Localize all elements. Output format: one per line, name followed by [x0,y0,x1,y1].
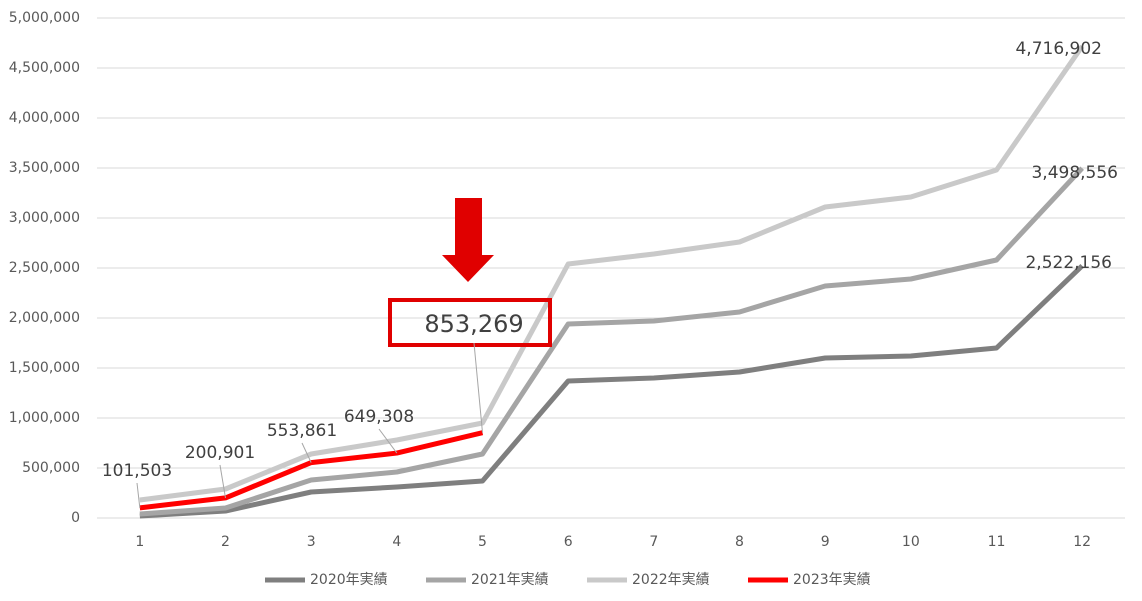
data-label: 3,498,556 [1031,163,1118,183]
x-tick-label: 7 [649,534,658,550]
legend-label: 2023年実績 [793,572,871,588]
series-line [139,430,484,511]
series-line [139,166,1084,517]
y-tick-label: 4,500,000 [9,60,80,76]
x-tick-label: 9 [821,534,830,550]
x-tick-label: 11 [988,534,1006,550]
y-tick-label: 4,000,000 [9,110,80,126]
x-tick-label: 2 [221,534,230,550]
data-label: 200,901 [185,443,255,463]
data-label: 853,269 [424,310,523,338]
y-tick-label: 5,000,000 [9,10,80,26]
x-tick-label: 1 [135,534,144,550]
leader-line [219,464,226,498]
legend-label: 2020年実績 [310,572,388,588]
y-tick-label: 3,500,000 [9,160,80,176]
x-tick-label: 5 [478,534,487,550]
data-label: 2,522,156 [1025,253,1112,273]
leader-line [378,428,398,454]
y-tick-label: 3,000,000 [9,210,80,226]
x-tick-label: 4 [392,534,401,550]
y-tick-label: 2,500,000 [9,260,80,276]
y-tick-label: 2,000,000 [9,310,80,326]
y-tick-label: 1,000,000 [9,410,80,426]
data-label: 553,861 [267,421,337,441]
leader-line [136,482,141,508]
data-label: 649,308 [344,407,414,427]
x-tick-label: 6 [564,534,573,550]
y-tick-label: 1,500,000 [9,360,80,376]
series-line [139,44,1085,503]
leader-line [473,342,483,433]
grid: 0 500,000 1,000,000 1,500,000 2,000,000 2,500… [9,10,1125,550]
leader-line [301,442,312,463]
data-label: 4,716,902 [1015,39,1102,59]
x-tick-label: 12 [1073,534,1091,550]
legend-label: 2021年実績 [471,572,549,588]
labels: 2,522,156 3,498,556 4,716,902 101,503 200,90… [102,39,1118,588]
series-line [139,263,1084,519]
highlight-box [388,298,552,347]
x-tick-label: 8 [735,534,744,550]
lines [139,44,1085,519]
x-tick-label: 10 [902,534,920,550]
highlight-arrow [442,198,494,282]
legend-label: 2022年実績 [632,572,710,588]
y-tick-label: 500,000 [22,460,80,476]
x-tick-label: 3 [307,534,316,550]
data-label: 101,503 [102,461,172,481]
y-tick-label: 0 [71,510,80,526]
